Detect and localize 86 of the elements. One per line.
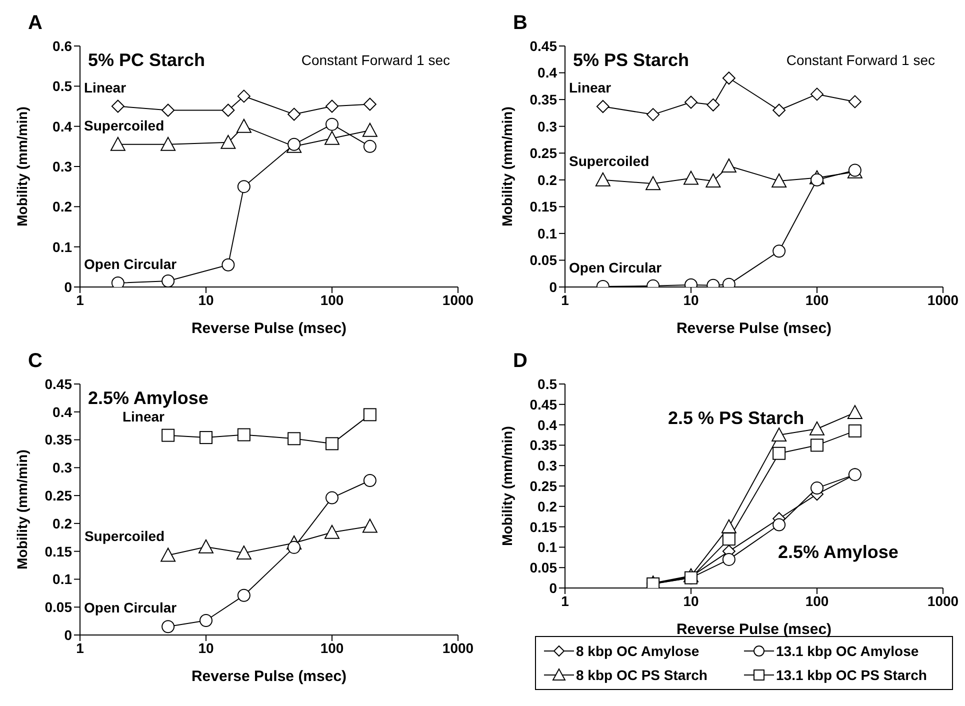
x-axis-title: Reverse Pulse (msec) — [191, 668, 347, 685]
annotation: 5% PC Starch — [88, 50, 206, 71]
y-tick-label: 0.25 — [44, 488, 72, 504]
y-tick-label: 0.2 — [52, 198, 72, 215]
x-tick-label: 100 — [320, 640, 344, 656]
chart-title: C — [27, 349, 44, 374]
y-tick-label: 0.1 — [52, 571, 72, 588]
annotation: 2.5% Amylose — [778, 542, 898, 563]
y-axis-title: Mobility (mm/min) — [14, 450, 30, 570]
y-tick-label: 0 — [64, 278, 72, 295]
y-axis-title: Mobility (mm/min) — [498, 426, 515, 546]
y-tick-label: 0.5 — [52, 78, 72, 94]
x-axis-title: Reverse Pulse (msec) — [191, 320, 347, 337]
x-tick-label: 1 — [561, 292, 570, 308]
x-axis-title: Reverse Pulse (msec) — [676, 320, 832, 337]
y-tick-label: 0.15 — [530, 198, 558, 215]
legend-label: 13.1 kbp OC Amylose — [776, 643, 919, 659]
annotation: Constant Forward 1 sec — [786, 52, 935, 68]
x-tick-label: 1000 — [442, 292, 474, 308]
x-tick-label: 100 — [320, 292, 344, 308]
x-tick-label: 1 — [561, 592, 570, 609]
x-tick-label: 1000 — [442, 640, 474, 656]
annotation: Constant Forward 1 sec — [301, 52, 450, 68]
y-tick-label: 0.35 — [530, 92, 558, 108]
y-tick-label: 0 — [64, 626, 72, 643]
y-axis-title: Mobility (mm/min) — [498, 106, 515, 226]
series-label: Supercoiled — [84, 528, 165, 544]
y-tick-label: 0.1 — [538, 225, 558, 242]
x-tick-label: 100 — [805, 592, 829, 609]
legend-label: 8 kbp OC PS Starch — [576, 667, 708, 683]
y-tick-label: 0.25 — [530, 145, 558, 162]
chart-title: D — [512, 349, 528, 374]
x-tick-label: 100 — [805, 292, 829, 308]
y-tick-label: 0.4 — [52, 118, 72, 134]
x-tick-label: 1 — [76, 292, 84, 308]
x-tick-label: 1 — [76, 640, 84, 656]
x-tick-label: 10 — [683, 292, 699, 308]
x-tick-label: 10 — [683, 592, 699, 609]
series-label: Open Circular — [84, 600, 178, 616]
y-tick-label: 0.45 — [44, 376, 72, 392]
annotation: 5% PS Starch — [573, 50, 690, 71]
annotation: 2.5% Amylose — [88, 388, 208, 409]
series-label: Open Circular — [84, 256, 178, 272]
y-tick-label: 0.15 — [530, 518, 558, 535]
y-tick-label: 0.6 — [52, 38, 72, 54]
x-tick-label: 1000 — [927, 592, 959, 609]
y-tick-label: 0.25 — [530, 478, 558, 494]
y-tick-label: 0.15 — [44, 543, 72, 560]
series-label: Supercoiled — [569, 152, 650, 169]
chart-title: A — [27, 11, 44, 36]
y-tick-label: 0.45 — [530, 38, 558, 54]
y-tick-label: 0.2 — [52, 515, 72, 532]
y-tick-label: 0.1 — [52, 238, 72, 255]
y-tick-label: 0.05 — [530, 252, 558, 268]
y-tick-label: 0.3 — [52, 460, 72, 476]
series-label: Supercoiled — [84, 117, 164, 134]
y-tick-label: 0.3 — [538, 458, 558, 474]
y-tick-label: 0.35 — [44, 432, 72, 448]
y-tick-label: 0.4 — [52, 404, 72, 420]
legend-label: 13.1 kbp OC PS Starch — [776, 667, 927, 683]
y-tick-label: 0.45 — [530, 396, 558, 412]
y-tick-label: 0.3 — [538, 118, 558, 134]
y-tick-label: 0.3 — [52, 158, 72, 174]
y-tick-label: 0.1 — [538, 539, 558, 556]
annotation: 2.5 % PS Starch — [668, 408, 804, 429]
x-tick-label: 10 — [198, 292, 214, 308]
y-tick-label: 0.05 — [530, 560, 558, 576]
legend-label: 8 kbp OC Amylose — [576, 643, 700, 659]
x-tick-label: 10 — [198, 640, 214, 656]
y-tick-label: 0.35 — [530, 437, 558, 454]
y-tick-label: 0.2 — [538, 172, 558, 188]
series-label: Open Circular — [569, 259, 662, 276]
x-axis-title: Reverse Pulse (msec) — [676, 621, 832, 638]
y-axis-title: Mobility (mm/min) — [14, 106, 30, 226]
series-label: Linear — [84, 79, 127, 96]
series-label: Linear — [569, 80, 612, 96]
y-tick-label: 0 — [549, 278, 558, 295]
chart-title: B — [512, 11, 528, 36]
y-tick-label: 0.4 — [538, 416, 558, 433]
y-tick-label: 0 — [549, 580, 558, 596]
y-tick-label: 0.2 — [538, 498, 558, 514]
x-tick-label: 1000 — [927, 292, 959, 308]
y-tick-label: 0.05 — [44, 599, 72, 616]
y-tick-label: 0.5 — [538, 376, 558, 392]
series-label: Linear — [122, 408, 166, 424]
y-tick-label: 0.4 — [538, 64, 558, 81]
